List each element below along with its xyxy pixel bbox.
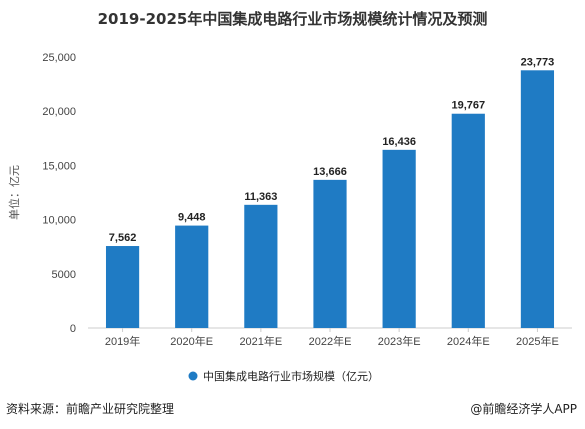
y-axis-ticks: 0 5000 10,000 15,000 20,000 25,000 bbox=[42, 52, 76, 335]
y-tick-label: 20,000 bbox=[42, 106, 76, 118]
bar bbox=[520, 70, 555, 328]
x-tick-label: 2023年E bbox=[378, 334, 421, 348]
data-label: 13,666 bbox=[313, 166, 347, 178]
y-axis-label: 单位：亿元 bbox=[7, 165, 21, 220]
y-axis-label-group: 单位：亿元 bbox=[7, 165, 21, 220]
bar bbox=[313, 179, 347, 328]
bar bbox=[175, 225, 209, 328]
data-labels-group: 7,562 9,448 11,363 13,666 16,436 19,767 23,773 bbox=[109, 56, 554, 244]
footer-source: 资料来源：前瞻产业研究院整理 bbox=[6, 402, 175, 416]
x-axis-ticks: 2019年 2020年E 2021年E 2022年E 2023年E 2024年E 2025年… bbox=[105, 328, 559, 348]
bar bbox=[382, 149, 416, 328]
x-tick-label: 2024年E bbox=[447, 334, 490, 348]
x-tick-label: 2025年E bbox=[516, 334, 559, 348]
data-label: 19,767 bbox=[451, 100, 485, 112]
y-tick-label: 25,000 bbox=[42, 52, 76, 64]
data-label: 9,448 bbox=[178, 212, 206, 224]
chart-title: 2019-2025年中国集成电路行业市场规模统计情况及预测 bbox=[97, 10, 488, 28]
y-tick-label: 10,000 bbox=[42, 215, 76, 227]
data-label: 11,363 bbox=[244, 191, 277, 203]
data-label: 23,773 bbox=[521, 56, 555, 68]
x-tick-label: 2021年E bbox=[239, 334, 282, 348]
bar bbox=[451, 113, 485, 328]
bar bbox=[244, 204, 278, 328]
y-tick-label: 5000 bbox=[52, 269, 76, 281]
legend: 中国集成电路行业市场规模（亿元） bbox=[188, 369, 379, 383]
legend-marker bbox=[188, 371, 198, 381]
y-tick-label: 15,000 bbox=[42, 160, 76, 172]
legend-label: 中国集成电路行业市场规模（亿元） bbox=[203, 369, 379, 383]
x-tick-label: 2022年E bbox=[309, 334, 352, 348]
bars-group bbox=[105, 70, 555, 328]
footer-credit: @前瞻经济学人APP bbox=[470, 402, 577, 416]
y-tick-label: 0 bbox=[70, 323, 76, 335]
x-tick-label: 2020年E bbox=[170, 334, 213, 348]
bar bbox=[105, 246, 140, 328]
data-label: 7,562 bbox=[109, 232, 137, 244]
data-label: 16,436 bbox=[382, 136, 416, 148]
x-tick-label: 2019年 bbox=[105, 334, 140, 348]
